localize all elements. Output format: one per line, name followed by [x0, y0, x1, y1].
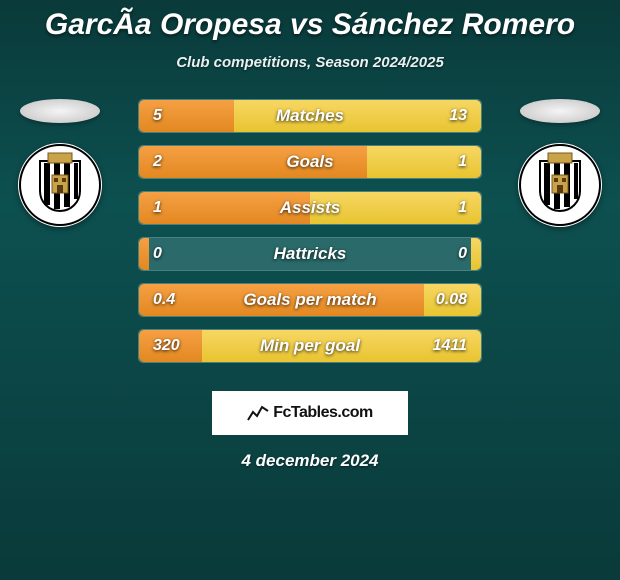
team-left-crest: [18, 143, 102, 227]
chart-line-icon: [247, 402, 269, 424]
stat-bar: 21Goals: [138, 145, 482, 179]
stat-label: Hattricks: [139, 238, 481, 270]
stat-label: Goals per match: [139, 284, 481, 316]
crest-icon: [18, 143, 102, 227]
right-side-col: [500, 99, 620, 227]
stat-bar: 00Hattricks: [138, 237, 482, 271]
stat-bar: 513Matches: [138, 99, 482, 133]
subtitle: Club competitions, Season 2024/2025: [0, 54, 620, 71]
logo-text: FcTables.com: [273, 404, 373, 422]
stats-bars: 513Matches 21Goals 11Assists 00Hattricks 0.4…: [120, 99, 500, 375]
stat-label: Matches: [139, 100, 481, 132]
content-row: 513Matches 21Goals 11Assists 00Hattricks 0.4…: [0, 99, 620, 375]
page-title: GarcÃ­a Oropesa vs Sánchez Romero: [0, 0, 620, 42]
date-label: 4 december 2024: [0, 451, 620, 471]
team-right-crest: [518, 143, 602, 227]
player-left-silhouette: [20, 99, 100, 123]
crest-icon: [518, 143, 602, 227]
stat-bar: 11Assists: [138, 191, 482, 225]
stat-label: Goals: [139, 146, 481, 178]
stat-bar: 3201411Min per goal: [138, 329, 482, 363]
player-right-silhouette: [520, 99, 600, 123]
stat-bar: 0.40.08Goals per match: [138, 283, 482, 317]
fctables-logo: FcTables.com: [212, 391, 408, 435]
left-side-col: [0, 99, 120, 227]
stat-label: Assists: [139, 192, 481, 224]
stat-label: Min per goal: [139, 330, 481, 362]
